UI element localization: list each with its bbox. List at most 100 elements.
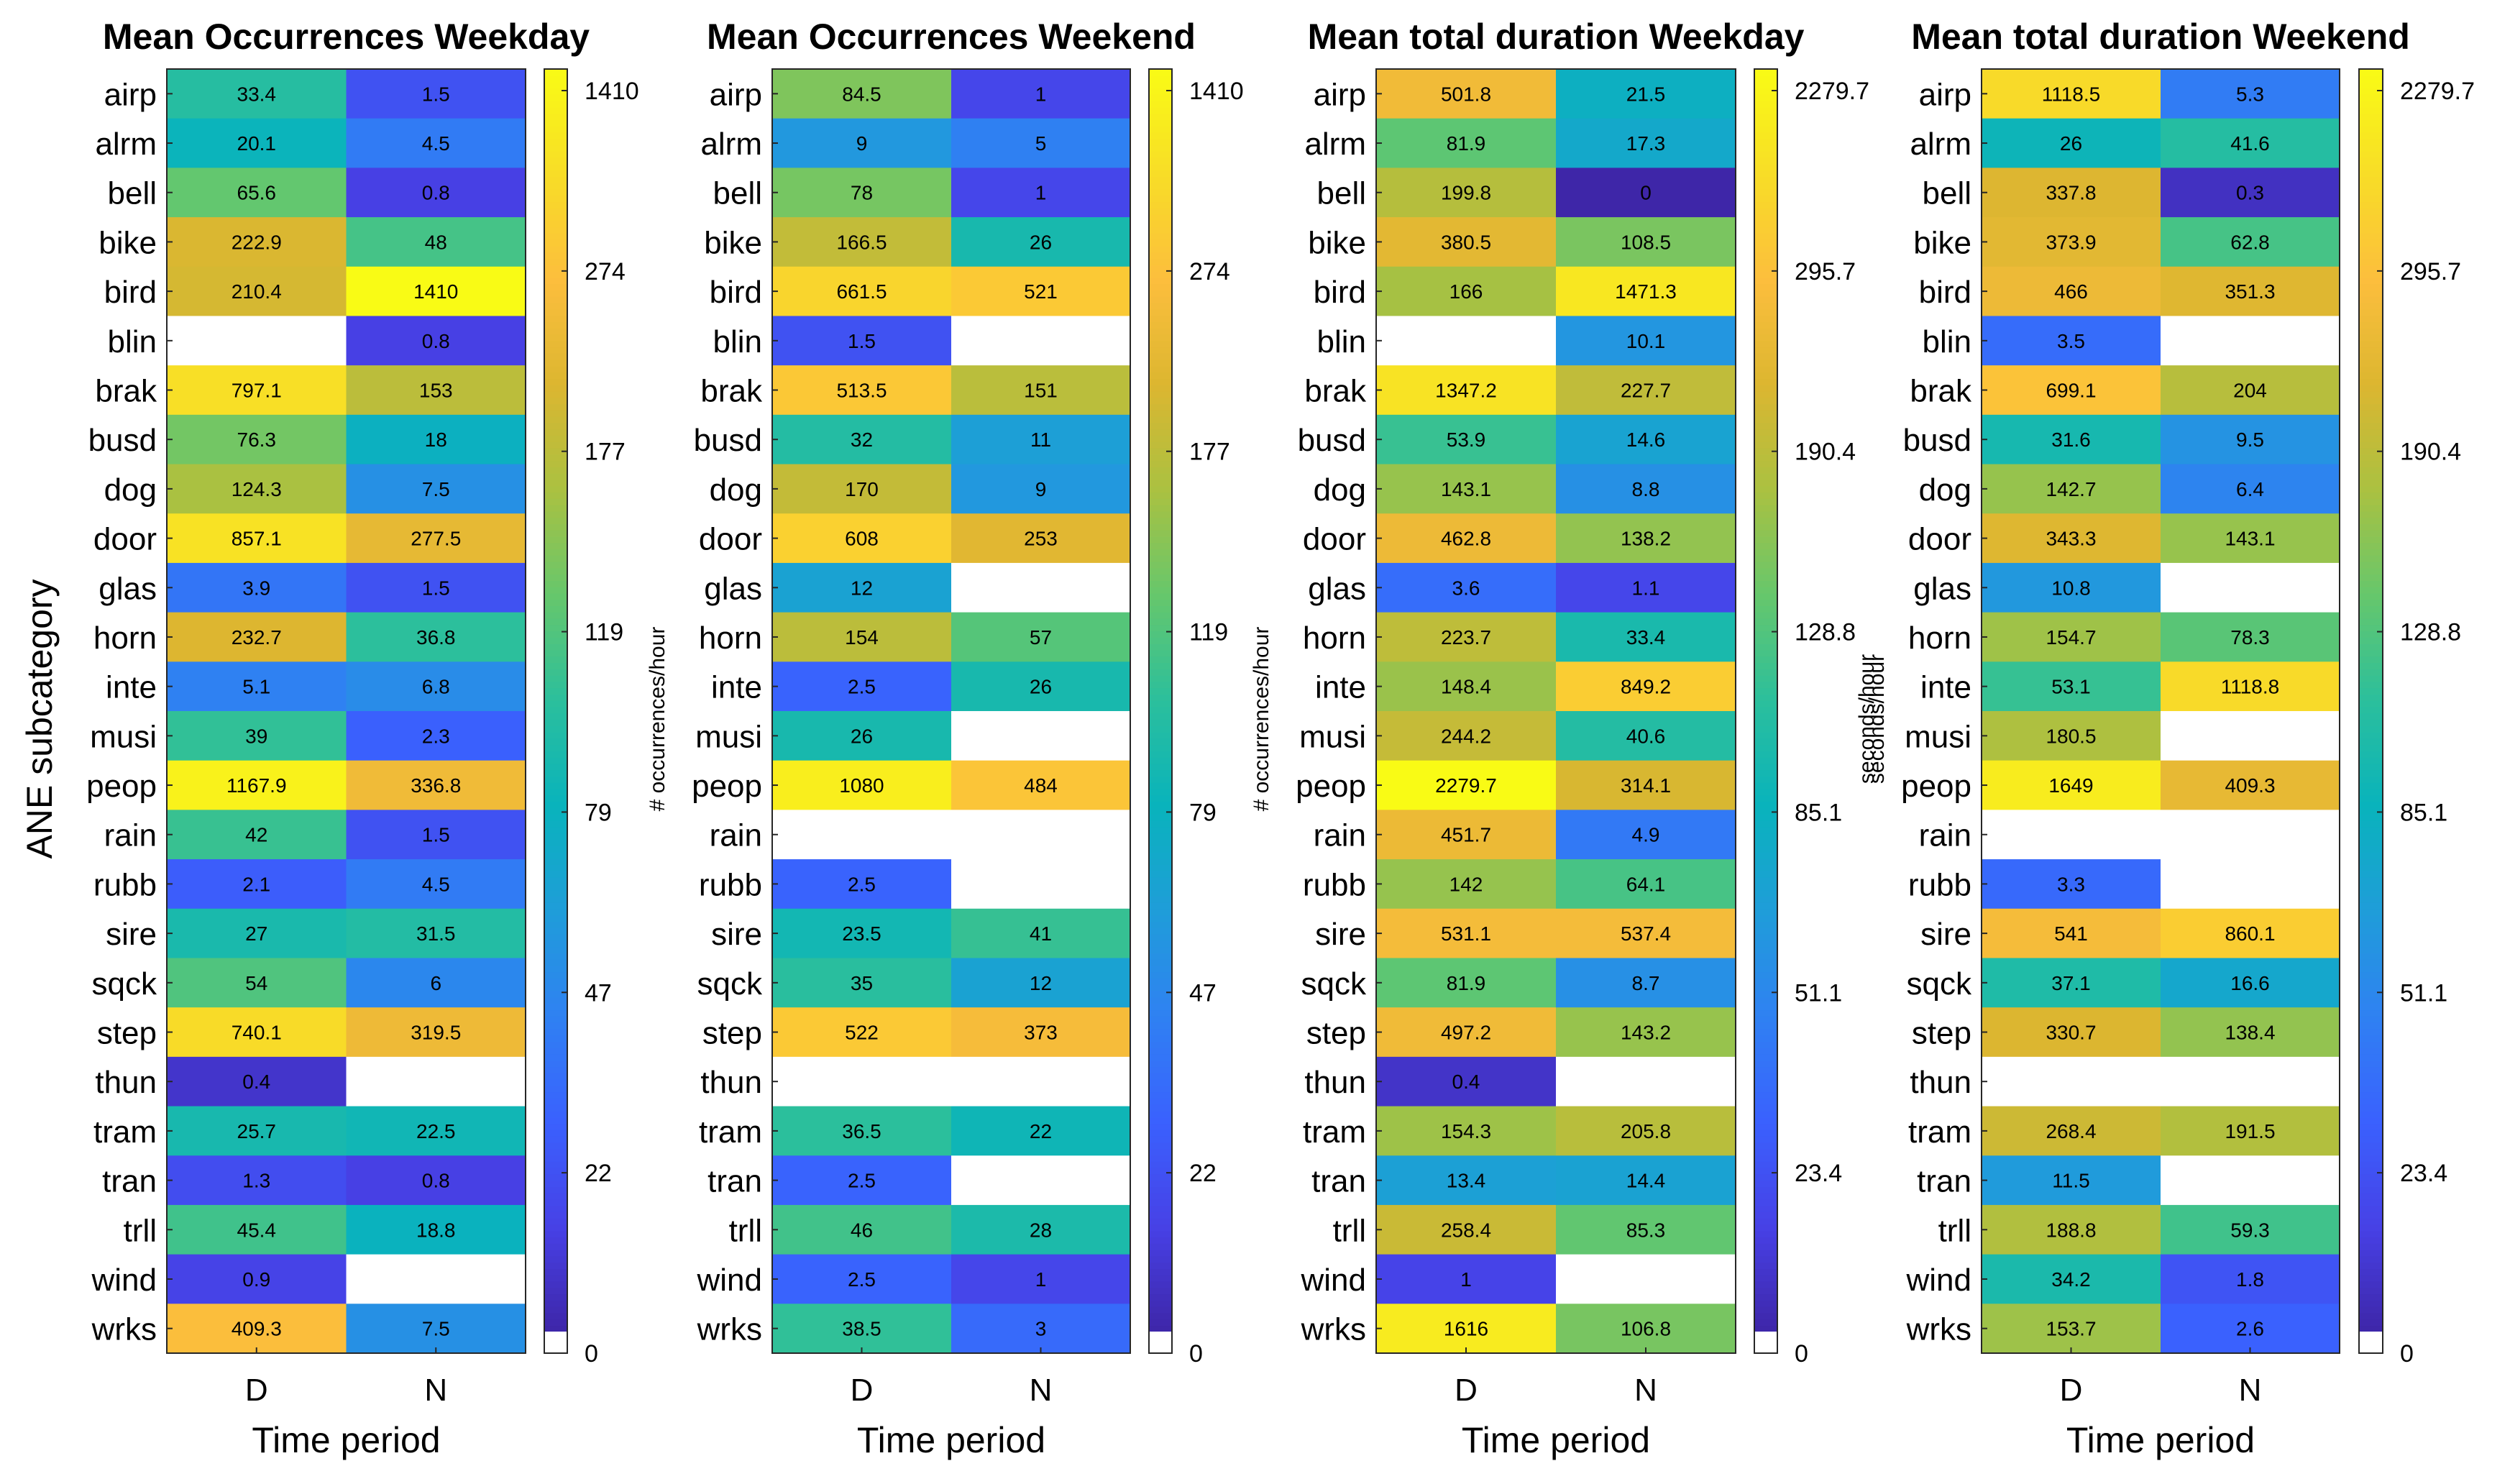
colorbar-segment bbox=[1149, 435, 1172, 442]
y-tick-label: busd bbox=[694, 423, 762, 458]
colorbar-segment bbox=[544, 763, 567, 771]
colorbar-segment bbox=[1149, 208, 1172, 215]
colorbar-segment bbox=[2359, 1255, 2383, 1263]
colorbar-empty-band bbox=[1754, 1332, 1777, 1353]
cell-value-label: 10.1 bbox=[1626, 330, 1666, 352]
colorbar-segment bbox=[2359, 69, 2383, 76]
colorbar-segment bbox=[2359, 176, 2383, 183]
colorbar-segment bbox=[1149, 100, 1172, 108]
colorbar-segment bbox=[1149, 1306, 1172, 1314]
heatmap-cell bbox=[167, 810, 347, 860]
colorbar-segment bbox=[1754, 183, 1777, 190]
cell-value-label: 106.8 bbox=[1621, 1318, 1671, 1340]
colorbar-segment bbox=[1754, 896, 1777, 903]
heatmap-cell bbox=[772, 414, 952, 465]
cell-value-label: 5.3 bbox=[2236, 83, 2264, 105]
colorbar-segment bbox=[544, 794, 567, 802]
cell-value-label: 1649 bbox=[2048, 774, 2093, 797]
colorbar-segment bbox=[544, 1148, 567, 1155]
x-axis-label: Time period bbox=[2066, 1420, 2255, 1460]
colorbar-segment bbox=[2359, 1066, 2383, 1073]
colorbar-segment bbox=[1754, 586, 1777, 594]
colorbar-segment bbox=[1754, 1230, 1777, 1238]
cell-value-label: 0.4 bbox=[1452, 1071, 1480, 1093]
colorbar-segment bbox=[544, 441, 567, 449]
colorbar-segment bbox=[544, 921, 567, 928]
colorbar-segment bbox=[1149, 1142, 1172, 1150]
cell-value-label: 41 bbox=[1030, 922, 1052, 945]
colorbar-segment bbox=[1149, 359, 1172, 367]
colorbar-segment bbox=[1149, 145, 1172, 152]
colorbar-segment bbox=[2359, 1243, 2383, 1250]
colorbar-segment bbox=[1149, 674, 1172, 682]
colorbar-segment bbox=[1754, 290, 1777, 297]
heatmap-cell bbox=[951, 661, 1131, 712]
cell-value-label: 849.2 bbox=[1621, 676, 1671, 698]
heatmap-cell bbox=[951, 365, 1131, 416]
colorbar-segment bbox=[2359, 681, 2383, 689]
colorbar-segment bbox=[544, 536, 567, 544]
colorbar-segment bbox=[2359, 612, 2383, 619]
x-tick-label: N bbox=[2239, 1373, 2262, 1408]
colorbar-segment bbox=[1149, 201, 1172, 209]
heatmap-cell bbox=[1376, 1056, 1557, 1107]
y-tick-label: dog bbox=[1314, 472, 1366, 508]
cell-value-label: 21.5 bbox=[1626, 83, 1666, 105]
colorbar-segment bbox=[1754, 1117, 1777, 1125]
colorbar-segment bbox=[544, 126, 567, 133]
colorbar-segment bbox=[544, 403, 567, 411]
heatmap-panel-3: Mean total duration Weekday 501.8 81.9 199.… bbox=[1250, 17, 1869, 1460]
cell-value-label: 860.1 bbox=[2225, 922, 2275, 945]
colorbar-segment bbox=[2359, 334, 2383, 342]
colorbar-segment bbox=[1754, 776, 1777, 783]
cell-value-label: 497.2 bbox=[1441, 1022, 1491, 1044]
heatmap-cell bbox=[346, 266, 526, 317]
heatmap-cell bbox=[1556, 513, 1736, 564]
colorbar-segment bbox=[544, 447, 567, 455]
colorbar-segment bbox=[2359, 353, 2383, 360]
colorbar-segment bbox=[544, 239, 567, 247]
colorbar-segment bbox=[2359, 946, 2383, 953]
colorbar-segment bbox=[544, 946, 567, 953]
heatmap-cell bbox=[1556, 661, 1736, 712]
colorbar-segment bbox=[544, 1312, 567, 1320]
cell-value-label: 18 bbox=[425, 429, 447, 451]
cell-value-label: 37.1 bbox=[2051, 972, 2091, 994]
colorbar-segment bbox=[1754, 561, 1777, 569]
colorbar-segment bbox=[544, 788, 567, 796]
colorbar-segment bbox=[544, 1078, 567, 1086]
y-tick-label: glas bbox=[99, 571, 157, 606]
colorbar-segment bbox=[1149, 277, 1172, 285]
cell-value-label: 537.4 bbox=[1621, 922, 1671, 945]
heatmap-cell bbox=[167, 1007, 347, 1058]
heatmap-cell-empty bbox=[772, 1056, 952, 1107]
colorbar-segment bbox=[1754, 990, 1777, 998]
cell-value-label: 232.7 bbox=[232, 626, 282, 649]
colorbar-segment bbox=[1149, 757, 1172, 764]
heatmap-cell-empty bbox=[1982, 1056, 2161, 1107]
cell-value-label: 11.5 bbox=[2052, 1170, 2089, 1192]
colorbar-segment bbox=[2359, 807, 2383, 815]
colorbar-segment bbox=[1149, 1167, 1172, 1175]
cell-value-label: 1118.8 bbox=[2221, 676, 2279, 698]
colorbar-segment bbox=[2359, 454, 2383, 462]
colorbar-segment bbox=[1149, 1035, 1172, 1042]
colorbar-segment bbox=[1149, 833, 1172, 840]
colorbar-segment bbox=[1149, 561, 1172, 569]
colorbar-segment bbox=[2359, 340, 2383, 348]
colorbar-segment bbox=[1149, 283, 1172, 291]
colorbar-segment bbox=[2359, 126, 2383, 133]
y-tick-label: bell bbox=[713, 176, 763, 211]
heatmap-cell bbox=[346, 168, 526, 218]
heatmap-cell bbox=[1982, 1204, 2161, 1255]
y-tick-label: wrks bbox=[1906, 1312, 1971, 1347]
colorbar-segment bbox=[1754, 1199, 1777, 1206]
cell-value-label: 1167.9 bbox=[226, 774, 287, 797]
colorbar-label: # occurrences/hour bbox=[1250, 627, 1273, 812]
colorbar-segment bbox=[544, 1160, 567, 1168]
heatmap-cell bbox=[772, 859, 952, 910]
cell-value-label: 81.9 bbox=[1447, 132, 1486, 155]
heatmap-cell bbox=[772, 958, 952, 1008]
colorbar-tick-label: 22 bbox=[1189, 1160, 1217, 1187]
colorbar-segment bbox=[2359, 239, 2383, 247]
